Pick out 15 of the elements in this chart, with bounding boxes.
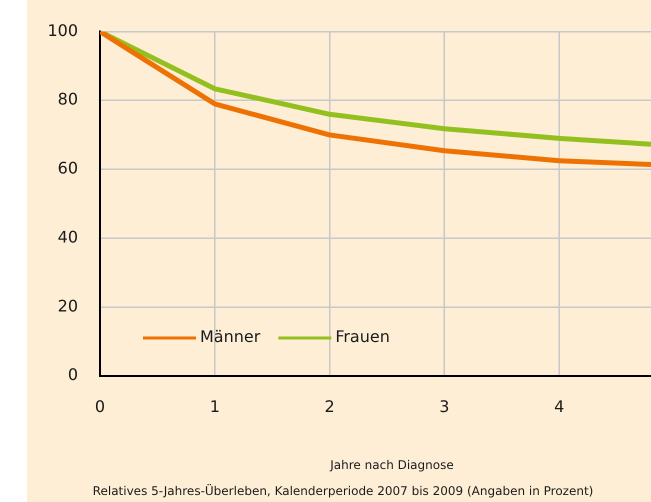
y-tick-label: 40 bbox=[58, 227, 78, 246]
y-tick-label: 100 bbox=[47, 20, 78, 40]
y-tick-label: 80 bbox=[58, 90, 78, 109]
x-tick-label: 1 bbox=[210, 396, 220, 416]
x-tick-label: 2 bbox=[324, 396, 335, 416]
x-tick-label: 3 bbox=[439, 396, 450, 416]
y-tick-label: 20 bbox=[58, 296, 78, 316]
y-tick-label: 0 bbox=[68, 365, 78, 384]
x-tick-label: 4 bbox=[554, 396, 564, 416]
x-tick-label: 0 bbox=[94, 396, 106, 416]
x-axis-title: Jahre nach Diagnose bbox=[329, 458, 454, 472]
text: Relatives 5-Jahres-Überleben, Kalenderperiode 2007 bis 2009 (Angaben in Prozent) bbox=[92, 484, 594, 498]
legend-label: Frauen bbox=[335, 327, 390, 346]
y-tick-label: 60 bbox=[58, 158, 78, 178]
legend-label: Männer bbox=[200, 327, 261, 346]
